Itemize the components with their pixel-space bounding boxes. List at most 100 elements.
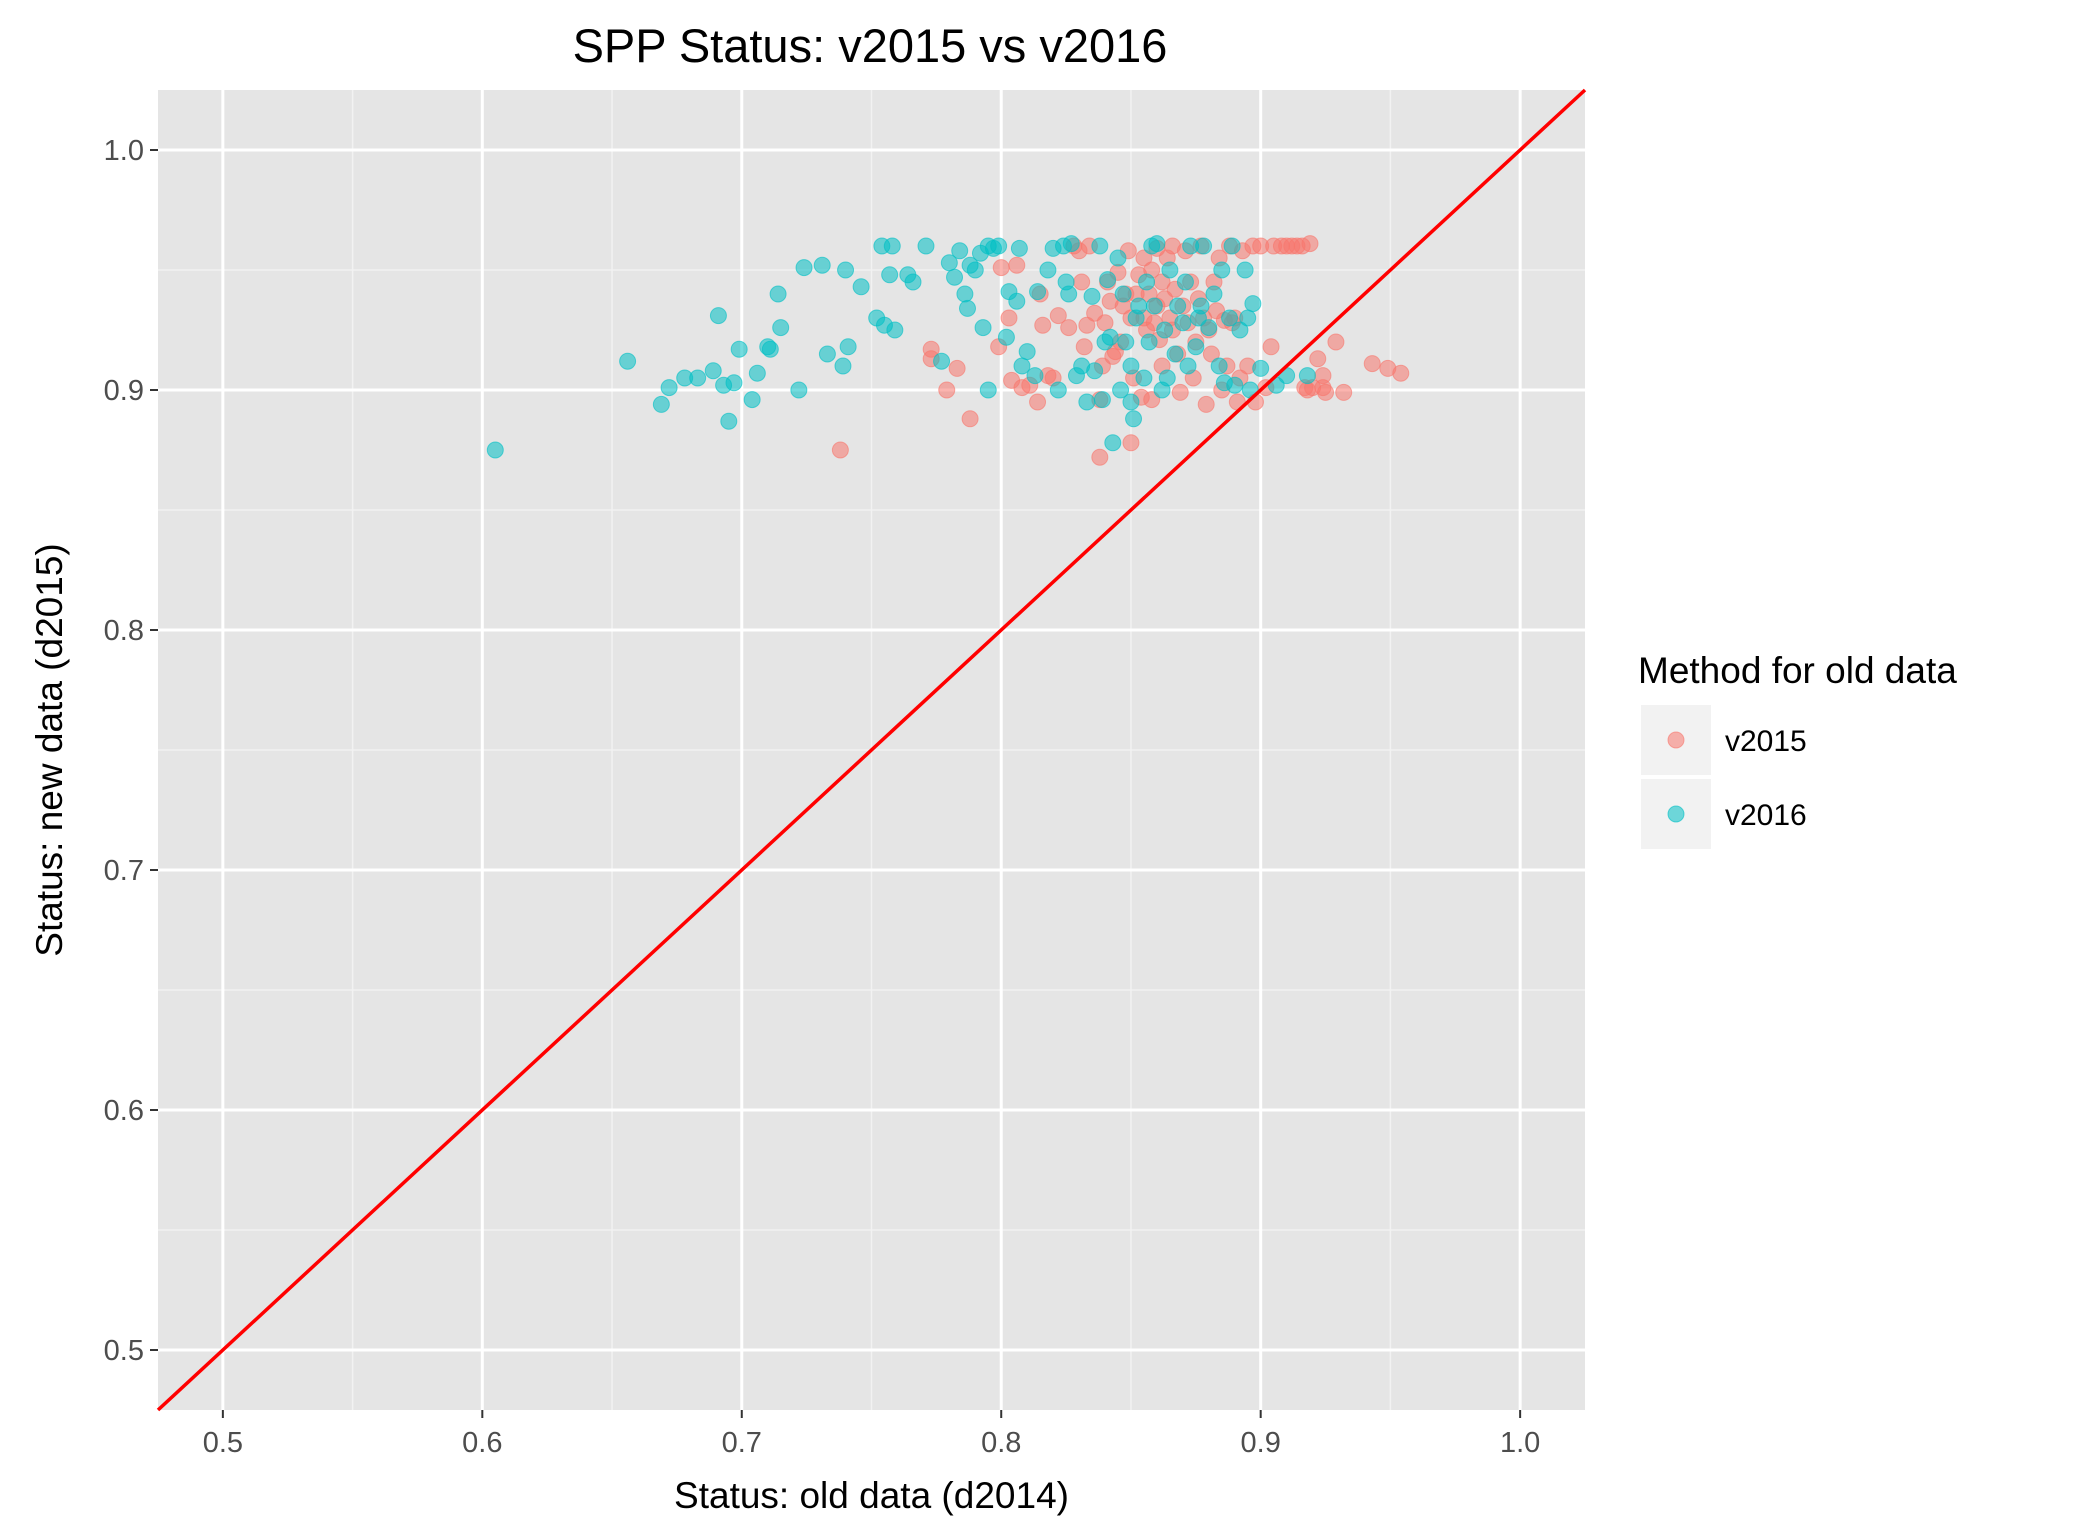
data-point-v2016: [1179, 357, 1197, 375]
data-point-v2015: [1171, 383, 1189, 401]
legend: Method for old data v2015 v2016: [1638, 650, 1957, 849]
y-tick-label: 0.8: [104, 615, 144, 647]
data-point-v2016: [790, 381, 808, 399]
data-point-v2016: [1161, 261, 1179, 279]
data-point-v2016: [1158, 369, 1176, 387]
data-point-v2016: [486, 441, 504, 459]
data-point-v2016: [1298, 367, 1316, 385]
series-v2016: [486, 235, 1316, 459]
data-point-v2016: [1018, 343, 1036, 361]
x-tick-label: 1.0: [1500, 1427, 1540, 1459]
data-point-v2016: [1236, 261, 1254, 279]
data-point-v2015: [1262, 338, 1280, 356]
data-point-v2015: [961, 410, 979, 428]
x-tick-label: 0.5: [203, 1427, 243, 1459]
data-point-v2016: [813, 256, 831, 274]
data-point-v2016: [1244, 295, 1262, 313]
data-point-v2016: [990, 237, 1008, 255]
data-point-v2016: [1145, 297, 1163, 315]
data-point-v2016: [1148, 235, 1166, 253]
data-point-v2016: [852, 278, 870, 296]
data-point-v2015: [1034, 316, 1052, 334]
data-point-v2016: [660, 379, 678, 397]
data-point-v2016: [1093, 391, 1111, 409]
data-point-v2016: [652, 395, 670, 413]
data-point-v2016: [966, 261, 984, 279]
data-point-v2016: [730, 340, 748, 358]
data-point-v2016: [1122, 393, 1140, 411]
data-point-v2016: [1112, 381, 1130, 399]
data-point-v2015: [1000, 309, 1018, 327]
data-point-v2016: [956, 285, 974, 303]
data-point-v2016: [761, 340, 779, 358]
data-point-v2016: [1130, 297, 1148, 315]
data-point-v2016: [1239, 309, 1257, 327]
x-tick-label: 0.7: [722, 1427, 762, 1459]
data-point-v2016: [1192, 297, 1210, 315]
data-point-v2016: [1226, 376, 1244, 394]
data-point-v2016: [1195, 237, 1213, 255]
y-tick-label: 0.5: [104, 1335, 144, 1367]
data-point-v2016: [1231, 321, 1249, 339]
data-point-v2016: [1140, 333, 1158, 351]
data-point-v2016: [720, 412, 738, 430]
data-point-v2016: [1008, 292, 1026, 310]
data-point-v2016: [1109, 249, 1127, 267]
data-point-v2016: [1117, 333, 1135, 351]
data-point-v2015: [1197, 395, 1215, 413]
x-axis: 0.5 0.6 0.7 0.8 0.9 1.0: [203, 1410, 1540, 1459]
legend-key-v2016: [1667, 805, 1685, 823]
data-point-v2016: [725, 374, 743, 392]
y-tick-label: 0.9: [104, 375, 144, 407]
data-point-v2016: [1062, 235, 1080, 253]
data-point-v2015: [1335, 383, 1353, 401]
legend-title: Method for old data: [1638, 650, 1957, 691]
data-point-v2016: [1104, 434, 1122, 452]
data-point-v2016: [1122, 357, 1140, 375]
data-point-v2016: [1099, 271, 1117, 289]
data-point-v2015: [1049, 307, 1067, 325]
data-point-v2016: [1138, 273, 1156, 291]
data-point-v2016: [933, 352, 951, 370]
data-point-v2015: [1073, 273, 1091, 291]
data-point-v2016: [1205, 285, 1223, 303]
data-point-v2015: [1096, 314, 1114, 332]
data-point-v2016: [1010, 239, 1028, 257]
data-point-v2016: [1049, 381, 1067, 399]
data-point-v2015: [1135, 249, 1153, 267]
data-point-v2016: [1029, 283, 1047, 301]
data-point-v2016: [795, 259, 813, 277]
data-point-v2016: [1060, 285, 1078, 303]
data-point-v2016: [904, 273, 922, 291]
data-point-v2016: [1114, 285, 1132, 303]
data-point-v2016: [709, 307, 727, 325]
data-point-v2016: [619, 352, 637, 370]
legend-label-v2016: v2016: [1725, 799, 1807, 832]
data-point-v2016: [974, 319, 992, 337]
data-point-v2016: [834, 357, 852, 375]
data-point-v2015: [992, 259, 1010, 277]
data-point-v2016: [1086, 362, 1104, 380]
data-point-v2015: [1008, 256, 1026, 274]
data-point-v2015: [1363, 355, 1381, 373]
data-point-v2015: [1075, 338, 1093, 356]
data-point-v2015: [948, 359, 966, 377]
data-point-v2016: [743, 391, 761, 409]
data-point-v2016: [1223, 237, 1241, 255]
data-point-v2015: [1091, 448, 1109, 466]
data-point-v2016: [1176, 273, 1194, 291]
data-point-v2016: [883, 237, 901, 255]
data-point-v2016: [1125, 410, 1143, 428]
data-point-v2016: [951, 242, 969, 260]
data-point-v2015: [938, 381, 956, 399]
data-point-v2016: [958, 299, 976, 317]
data-point-v2015: [1317, 383, 1335, 401]
y-tick-label: 0.7: [104, 855, 144, 887]
chart-title: SPP Status: v2015 vs v2016: [573, 19, 1168, 72]
data-point-v2016: [979, 381, 997, 399]
data-point-v2015: [1060, 319, 1078, 337]
data-point-v2016: [1156, 321, 1174, 339]
data-point-v2016: [1026, 367, 1044, 385]
data-point-v2016: [772, 319, 790, 337]
